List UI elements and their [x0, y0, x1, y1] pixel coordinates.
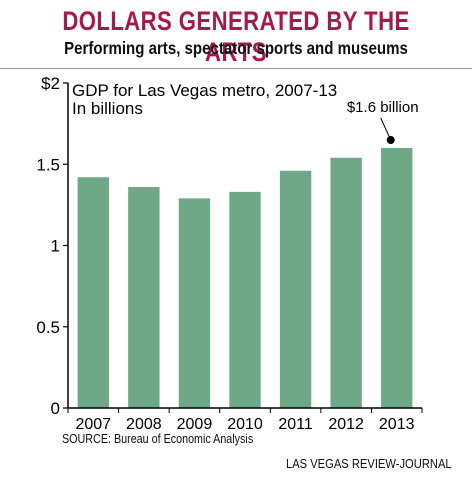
chart-title: GDP for Las Vegas metro, 2007-13: [72, 81, 337, 100]
y-tick-label: 1: [51, 237, 60, 256]
bar-2009: [178, 198, 211, 408]
source-note: SOURCE: Bureau of Economic Analysis: [62, 432, 254, 446]
x-tick-label: 2007: [75, 416, 111, 433]
x-tick-label: 2009: [177, 416, 213, 433]
bar-2010: [229, 191, 261, 408]
x-tick-label: 2013: [379, 416, 415, 433]
graphic-subtitle: Performing arts, spectator sports and mu…: [64, 38, 408, 58]
x-tick-label: 2010: [227, 416, 263, 433]
chart-units-label: In billions: [72, 99, 143, 118]
y-tick-label: $2: [41, 74, 60, 93]
x-tick-label: 2011: [278, 416, 313, 433]
x-tick-label: 2008: [126, 416, 162, 433]
publisher-credit: LAS VEGAS REVIEW-JOURNAL: [286, 456, 452, 471]
bar-2013: [381, 148, 413, 408]
y-tick-label: 0.5: [36, 318, 60, 337]
graphic-title: DOLLARS GENERATED BY THE ARTS: [62, 6, 410, 67]
y-tick-label: 0: [51, 399, 60, 418]
x-tick-label: 2012: [328, 416, 364, 433]
annotation-label: $1.6 billion: [347, 99, 419, 116]
bar-2011: [279, 170, 312, 408]
header-divider: [0, 68, 472, 69]
annotation-leader-line: [380, 117, 392, 141]
bar-2012: [330, 157, 362, 408]
bar-2007: [77, 177, 109, 408]
y-tick-label: 1.5: [36, 155, 60, 174]
bar-2008: [128, 187, 160, 408]
